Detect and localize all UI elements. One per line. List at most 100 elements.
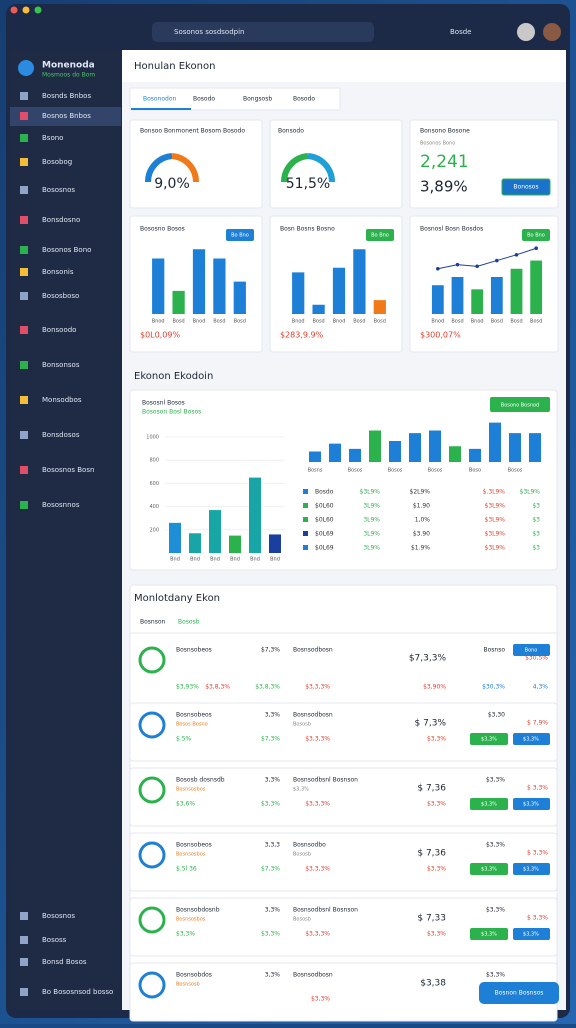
avatar[interactable] — [543, 23, 561, 41]
row-value: $ 7,9% — [527, 720, 548, 727]
line-point — [534, 246, 538, 251]
row-name: Bosnsobeos — [176, 842, 212, 849]
tab: Bosonodon — [143, 96, 177, 103]
x-tick-label: Bnd — [230, 557, 240, 563]
button[interactable] — [513, 928, 550, 940]
nav-item: Bonsonis — [42, 268, 74, 276]
row-value: $3,3% — [427, 931, 446, 938]
bar — [509, 433, 521, 462]
bar — [429, 430, 441, 462]
x-tick-label: Bosd — [510, 319, 522, 325]
row-value: 4,3% — [533, 684, 549, 691]
y-tick-label: 400 — [149, 504, 159, 510]
table-cell: $3L9% — [485, 503, 506, 510]
row-value: $3,3% — [427, 801, 446, 808]
nav-icon — [20, 326, 28, 334]
bar — [229, 535, 241, 553]
button-label: $3,3% — [481, 932, 497, 938]
nav-item: Bonsonsos — [42, 361, 80, 369]
button[interactable] — [513, 644, 550, 656]
x-tick-label: Bosd — [213, 319, 225, 325]
button[interactable] — [470, 798, 508, 810]
table-cell: $0L69 — [315, 545, 334, 552]
nav-item: Bososs — [42, 936, 67, 944]
table-cell: $3.90 — [413, 531, 430, 538]
button[interactable] — [513, 798, 550, 810]
row-icon — [138, 711, 166, 739]
nav-item: Bososnos — [42, 186, 75, 194]
button[interactable] — [501, 178, 551, 196]
nav-icon — [20, 186, 28, 194]
x-tick-label: Bnd — [190, 557, 200, 563]
table-cell: 3L9% — [363, 503, 380, 510]
x-tick-label: Bnod — [471, 319, 484, 325]
nav-item: Bonsdosos — [42, 431, 80, 439]
row-icon — [138, 906, 166, 934]
bar — [192, 249, 206, 314]
nav-icon — [20, 268, 28, 276]
table-cell: Bosdo — [315, 489, 334, 496]
button[interactable] — [490, 397, 550, 412]
bar — [249, 477, 261, 553]
nav-icon — [20, 396, 28, 404]
button[interactable] — [479, 982, 559, 1004]
nav-icon — [20, 92, 28, 100]
row-pct: 3,3% — [265, 972, 281, 979]
row-value: $7,3% — [261, 866, 280, 873]
nav-item: Bo Bososnsod bosso — [42, 988, 113, 996]
badge-label: Bo Bno — [231, 233, 249, 239]
address-bar[interactable] — [152, 22, 374, 42]
x-tick-label: Bosd — [491, 319, 503, 325]
row-value: $3,3% — [427, 866, 446, 873]
row-price: $3,38 — [420, 979, 446, 989]
dot — [34, 6, 42, 14]
card — [269, 119, 403, 209]
x-tick-label: Bosos — [508, 468, 523, 474]
bar — [490, 277, 503, 314]
x-tick-label: Bosd — [312, 319, 324, 325]
row-pct: 3,3,3 — [265, 842, 280, 849]
bar — [510, 268, 523, 314]
row-value: $.5l 36 — [176, 866, 197, 873]
row-name: Bosnsobeos — [176, 712, 212, 719]
row-name: Bosnsodbosn — [293, 712, 333, 719]
x-tick-label: Bnd — [210, 557, 220, 563]
card-title: Bososnl Bosos — [142, 400, 185, 407]
bar — [309, 451, 321, 462]
x-tick-label: Bosd — [374, 319, 386, 325]
button[interactable] — [470, 733, 508, 745]
badge-label: Bo Bno — [371, 233, 389, 239]
row-value: $3,3% — [176, 931, 195, 938]
button[interactable] — [470, 863, 508, 875]
row-sub: Bosnsosbos — [176, 917, 206, 923]
row-value: Bosnso — [483, 647, 505, 654]
avatar[interactable] — [517, 23, 535, 41]
bar — [349, 448, 361, 462]
row-price: $ 7,33 — [417, 914, 446, 924]
button-label: Bonosos — [513, 184, 538, 191]
button-label: Bosnon Bosnsos — [495, 990, 544, 997]
button[interactable] — [513, 733, 550, 745]
badge — [226, 229, 254, 241]
bar — [269, 534, 281, 553]
table-cell: 3L9% — [363, 531, 380, 538]
chart-total: $283,9.9% — [280, 331, 324, 340]
bar — [292, 272, 305, 314]
row-sub: Bosnsosbos — [176, 852, 206, 858]
header-title: Honulan Ekonon — [134, 61, 215, 72]
button[interactable] — [513, 863, 550, 875]
row-price: $ 7,36 — [417, 849, 446, 859]
row-marker — [303, 517, 308, 522]
row-value: $3,93% — [176, 684, 199, 691]
bar — [389, 441, 401, 462]
nav-icon — [20, 216, 28, 224]
bar — [233, 281, 246, 314]
section-title: Monlotdany Ekon — [134, 593, 220, 604]
table-cell: 1,0% — [415, 517, 431, 524]
y-tick-label: 200 — [149, 527, 159, 533]
card — [129, 119, 263, 209]
row-sub: Bososb — [293, 852, 311, 858]
button[interactable] — [470, 928, 508, 940]
dot — [10, 6, 18, 14]
row-icon — [138, 776, 166, 804]
